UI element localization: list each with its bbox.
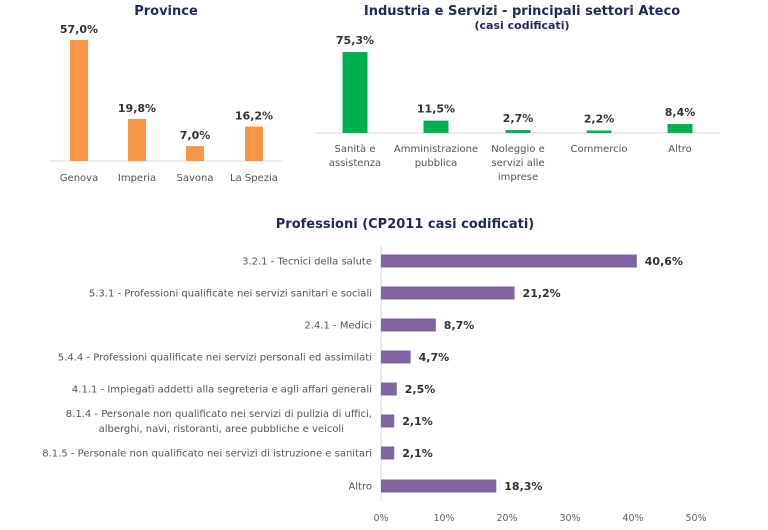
professioni-x-tick: 50% — [685, 513, 706, 524]
province-title: Province — [134, 4, 198, 19]
ateco-bar-4 — [667, 123, 693, 133]
ateco-category-label: Sanità e — [335, 143, 376, 155]
professioni-category-label: 8.1.5 - Personale non qualificato nei se… — [42, 449, 372, 460]
professioni-x-tick: 40% — [622, 513, 643, 524]
province-value-label: 19,8% — [118, 102, 156, 115]
professioni-category-label: 5.4.4 - Professioni qualificate nei serv… — [58, 353, 372, 364]
ateco-value-label: 75,3% — [336, 34, 374, 47]
professioni-category-label: 2.4.1 - Medici — [304, 321, 372, 332]
professioni-bar-1 — [381, 286, 515, 300]
professioni-value-label: 2,5% — [405, 383, 436, 396]
professioni-value-label: 21,2% — [523, 287, 561, 300]
professioni-bar-2 — [381, 318, 436, 332]
province-value-label: 57,0% — [60, 23, 98, 36]
professioni-category-label: alberghi, navi, ristoranti, aree pubblic… — [99, 424, 344, 435]
professioni-value-label: 2,1% — [402, 447, 433, 460]
province-bar-0 — [70, 40, 88, 161]
ateco-category-label: imprese — [498, 172, 538, 183]
professioni-x-tick: 20% — [496, 513, 517, 524]
ateco-value-label: 11,5% — [417, 103, 455, 116]
professioni-bar-7 — [381, 479, 497, 493]
ateco-title: Industria e Servizi - principali settori… — [364, 4, 680, 19]
ateco-category-label: pubblica — [415, 158, 458, 169]
professioni-category-label: Altro — [348, 482, 372, 493]
province-bar-3 — [245, 126, 263, 161]
ateco-subtitle: (casi codificati) — [475, 19, 570, 32]
professioni-x-tick: 30% — [559, 513, 580, 524]
professioni-x-tick: 10% — [433, 513, 454, 524]
professioni-category-label: 4.1.1 - Impiegati addetti alla segreteri… — [72, 385, 372, 396]
ateco-value-label: 8,4% — [665, 106, 696, 119]
professioni-value-label: 18,3% — [504, 480, 542, 493]
professioni-x-tick: 0% — [373, 513, 388, 524]
ateco-category-label: assistenza — [329, 158, 381, 169]
ateco-category-label: Noleggio e — [491, 144, 544, 155]
province-bar-1 — [128, 118, 146, 161]
professioni-value-label: 40,6% — [645, 255, 683, 268]
ateco-category-label: Commercio — [570, 144, 627, 155]
professioni-value-label: 4,7% — [419, 351, 450, 364]
province-category-label: Genova — [60, 173, 98, 184]
ateco-category-label: servizi alle — [491, 158, 544, 169]
province-value-label: 7,0% — [180, 129, 211, 142]
province-bar-2 — [186, 146, 204, 161]
ateco-bar-2 — [505, 130, 531, 133]
ateco-bar-0 — [342, 52, 368, 133]
province-category-label: La Spezia — [230, 173, 278, 184]
professioni-bar-3 — [381, 350, 411, 364]
ateco-category-label: Altro — [668, 144, 692, 155]
province-value-label: 16,2% — [235, 110, 273, 123]
professioni-bar-5 — [381, 414, 395, 428]
professioni-value-label: 8,7% — [444, 319, 475, 332]
professioni-bar-0 — [381, 254, 637, 268]
ateco-bar-3 — [586, 130, 612, 133]
ateco-value-label: 2,7% — [503, 112, 534, 125]
professioni-bar-4 — [381, 382, 397, 396]
ateco-bar-1 — [423, 120, 449, 133]
professioni-bar-6 — [381, 446, 395, 460]
ateco-category-label: Amministrazione — [394, 144, 478, 155]
professioni-category-label: 8.1.4 - Personale non qualificato nei se… — [66, 409, 372, 420]
professioni-title: Professioni (CP2011 casi codificati) — [276, 217, 534, 232]
professioni-category-label: 5.3.1 - Professioni qualificate nei serv… — [89, 289, 372, 300]
professioni-value-label: 2,1% — [402, 415, 433, 428]
ateco-value-label: 2,2% — [584, 113, 615, 126]
province-category-label: Imperia — [118, 173, 156, 184]
professioni-category-label: 3.2.1 - Tecnici della salute — [242, 257, 372, 268]
province-category-label: Savona — [177, 173, 214, 184]
